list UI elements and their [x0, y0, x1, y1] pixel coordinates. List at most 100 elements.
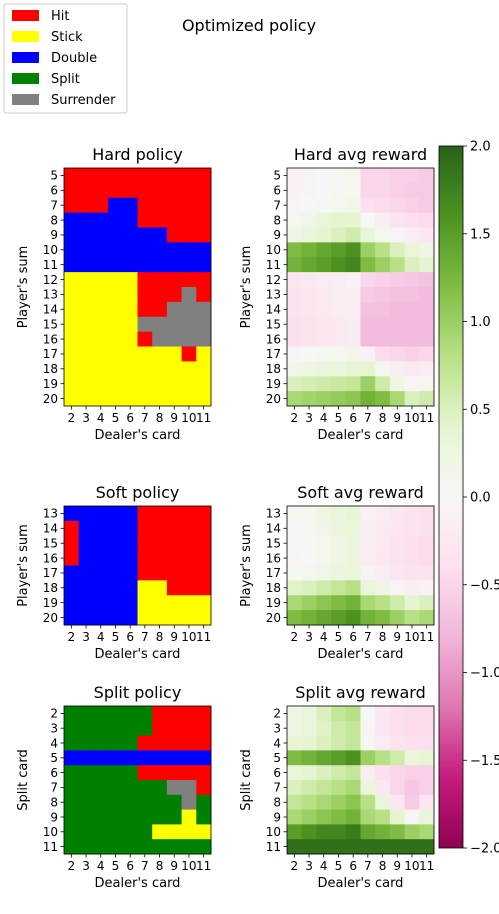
panel-title: Split policy — [94, 683, 182, 702]
heatmap-cell — [301, 346, 317, 362]
heatmap-cell — [360, 824, 376, 840]
heatmap-cell — [152, 242, 168, 258]
heatmap-cell — [93, 346, 109, 362]
heatmap-cell — [93, 257, 109, 273]
heatmap-cell — [375, 535, 391, 552]
heatmap-cell — [316, 301, 332, 318]
heatmap-cell — [93, 610, 109, 626]
heatmap-cell — [166, 361, 182, 377]
heatmap-cell — [64, 316, 80, 333]
heatmap-cell — [166, 706, 182, 722]
heatmap-cell — [181, 376, 197, 392]
heatmap-cell — [64, 287, 80, 303]
heatmap-cell — [78, 735, 94, 751]
y-tick-label: 15 — [43, 317, 58, 331]
heatmap-cell — [64, 765, 80, 781]
y-axis-label: Split card — [239, 749, 254, 810]
heatmap-cell — [404, 750, 420, 766]
heatmap-cell — [375, 301, 391, 318]
heatmap-cell — [345, 735, 361, 751]
axes-frame — [63, 705, 212, 855]
legend-label: Hit — [51, 9, 69, 24]
heatmap-cell — [301, 197, 317, 214]
y-tick-label: 9 — [50, 810, 58, 824]
heatmap-cell — [64, 750, 80, 766]
x-tick-label: 9 — [393, 630, 401, 644]
x-tick-label: 7 — [364, 411, 372, 425]
heatmap-cell — [375, 580, 391, 596]
x-axis-label: Dealer's card — [95, 647, 181, 662]
y-tick-label: 6 — [50, 766, 58, 780]
heatmap-cell — [345, 550, 361, 566]
heatmap-cell — [375, 735, 391, 751]
heatmap-cell — [419, 735, 435, 751]
heatmap-cell — [108, 839, 124, 855]
heatmap-cell — [345, 506, 361, 522]
heatmap-cell — [345, 580, 361, 596]
x-tick-label: 6 — [349, 630, 357, 644]
heatmap-cell — [404, 595, 420, 611]
y-axis-label: Split card — [16, 749, 31, 810]
heatmap-cell — [287, 520, 303, 537]
heatmap-cell — [108, 520, 124, 537]
x-tick-label: 3 — [305, 630, 313, 644]
axes-frame — [63, 505, 212, 626]
heatmap-cell — [108, 565, 124, 581]
heatmap-cell — [122, 780, 138, 796]
heatmap-cell — [419, 301, 435, 318]
heatmap-cell — [360, 839, 376, 855]
heatmap-cell — [419, 391, 435, 407]
heatmap-cell — [122, 839, 138, 855]
x-tick-label: 4 — [97, 630, 105, 644]
heatmap-cell — [108, 182, 124, 199]
heatmap-cell — [345, 287, 361, 303]
heatmap-cell — [64, 168, 80, 184]
heatmap-cell — [316, 506, 332, 522]
y-tick-label: 13 — [43, 507, 58, 521]
heatmap-cell — [152, 735, 168, 751]
y-tick-label: 10 — [266, 243, 281, 257]
heatmap-cell — [108, 610, 124, 626]
heatmap-cell — [166, 287, 182, 303]
heatmap-cell — [166, 242, 182, 258]
heatmap-cell — [152, 287, 168, 303]
heatmap-cell — [287, 272, 303, 288]
heatmap-cell — [93, 182, 109, 199]
heatmap-cell — [419, 839, 435, 855]
x-tick-label: 10 — [181, 411, 196, 425]
heatmap-cell — [93, 580, 109, 596]
heatmap-cell — [122, 272, 138, 288]
heatmap-cell — [419, 520, 435, 537]
heatmap-cell — [152, 212, 168, 228]
heatmap-cell — [108, 750, 124, 766]
x-tick-label: 3 — [305, 411, 313, 425]
heatmap-cell — [389, 735, 405, 751]
heatmap-cell — [78, 168, 94, 184]
heatmap-cell — [287, 242, 303, 258]
heatmap-cell — [122, 257, 138, 273]
heatmap-cell — [389, 610, 405, 626]
x-tick-label: 11 — [419, 859, 434, 873]
y-tick-label: 17 — [266, 347, 281, 361]
heatmap-cell — [316, 227, 332, 243]
y-tick-label: 19 — [43, 377, 58, 391]
heatmap-cell — [404, 824, 420, 840]
heatmap-cell — [196, 331, 212, 347]
heatmap-cell — [122, 361, 138, 377]
heatmap-cell — [375, 750, 391, 766]
heatmap-cell — [93, 535, 109, 552]
heatmap-cell — [301, 287, 317, 303]
heatmap-cell — [166, 197, 182, 214]
heatmap-cell — [181, 361, 197, 377]
heatmap-cell — [196, 257, 212, 273]
heatmap-cell — [375, 720, 391, 736]
y-tick-label: 4 — [273, 736, 281, 750]
heatmap-cell — [137, 706, 153, 722]
heatmap-cell — [287, 391, 303, 407]
heatmap-cell — [93, 391, 109, 407]
colorbar-gradient — [438, 145, 464, 849]
heatmap-cell — [181, 287, 197, 303]
x-tick-label: 6 — [126, 630, 134, 644]
colorbar-tick-label: −1.5 — [470, 754, 499, 769]
heatmap-cell — [196, 391, 212, 407]
